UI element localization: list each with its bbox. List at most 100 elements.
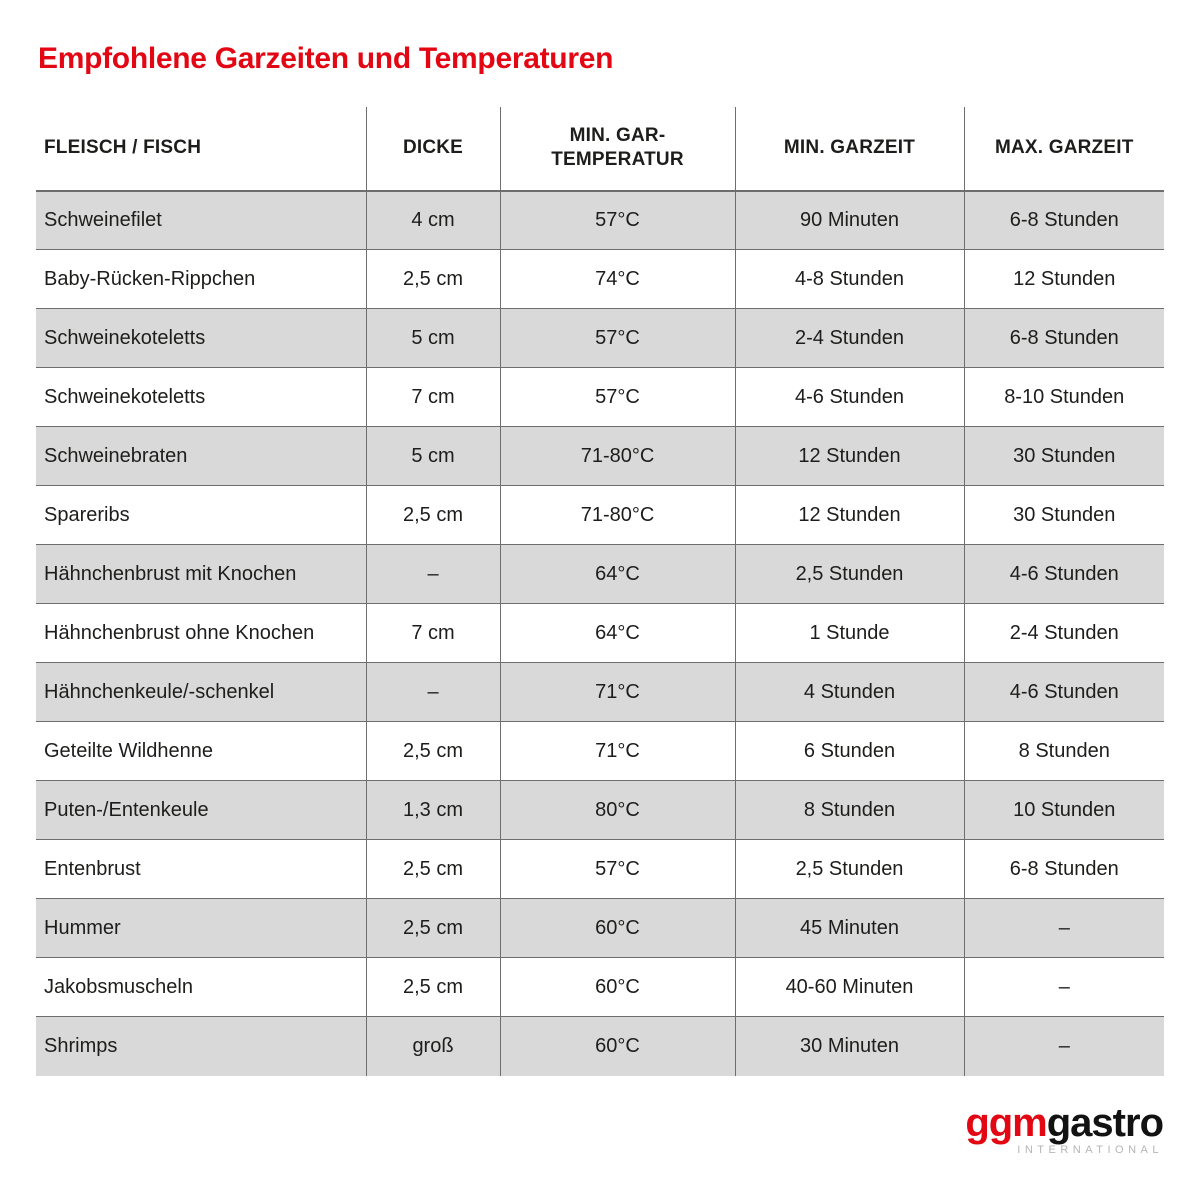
column-header: FLEISCH / FISCH [44,137,202,159]
column-header: MIN. GAR- TEMPERATUR [499,106,735,191]
table-cell: 60°C [499,1016,735,1076]
table-cell: 12 Stunden [734,426,964,486]
table-row: Schweinebraten 5 cm 71-80°C 12 Stunden 30 St… [36,426,1164,486]
table-cell: 64°C [499,603,735,663]
table-cell: 4-6 Stunden [734,367,964,427]
table-row: Jakobsmuscheln 2,5 cm 60°C 40-60 Minuten – [36,957,1164,1017]
table-cell: Hähnchenbrust mit Knochen [44,562,297,585]
table-row: Schweinekoteletts 7 cm 57°C 4-6 Stunden 8-10… [36,367,1164,427]
table-cell: 30 Stunden [963,426,1164,486]
table-cell: 30 Minuten [734,1016,964,1076]
table-cell: 74°C [499,249,735,309]
table-cell: 30 Stunden [963,485,1164,545]
table-cell: 12 Stunden [734,485,964,545]
table-cell: 71°C [499,721,735,781]
table-row: Shrimps groß 60°C 30 Minuten – [36,1016,1164,1076]
table-cell: Hummer [44,916,121,939]
table-cell: 57°C [499,839,735,899]
table-cell: Shrimps [44,1034,118,1057]
table-cell: 12 Stunden [963,249,1164,309]
table-cell: Schweinebraten [44,444,188,467]
table-cell: – [963,898,1164,958]
table-cell: 2-4 Stunden [734,308,964,368]
table-row: Schweinekoteletts 5 cm 57°C 2-4 Stunden 6-8 … [36,308,1164,368]
table-cell: 2,5 cm [365,485,500,545]
column-header: MIN. GARZEIT [734,106,964,191]
table-row: Baby-Rücken-Rippchen 2,5 cm 74°C 4-8 Stunde… [36,249,1164,309]
table-cell: 57°C [499,190,735,250]
table-cell: 6 Stunden [734,721,964,781]
table-cell: 2,5 Stunden [734,839,964,899]
table-row: Entenbrust 2,5 cm 57°C 2,5 Stunden 6-8 Stund… [36,839,1164,899]
cooking-times-table: FLEISCH / FISCH DICKE MIN. GAR- TEMPERATUR… [36,106,1164,1076]
table-cell: 4 Stunden [734,662,964,722]
table-cell: – [963,1016,1164,1076]
table-row: Hummer 2,5 cm 60°C 45 Minuten – [36,898,1164,958]
logo-wordmark: ggmgastro [965,1101,1164,1145]
table-row: Hähnchenbrust mit Knochen –64°C 2,5 Stunde… [36,544,1164,604]
table-cell: 1,3 cm [365,780,500,840]
table-cell: – [963,957,1164,1017]
brand-logo: ggmgastro INTERNATIONAL [965,1101,1164,1156]
table-cell: 2,5 cm [365,839,500,899]
table-row: Hähnchenbrust ohne Knochen 7 cm 64°C 1 Stun… [36,603,1164,663]
table-cell: Jakobsmuscheln [44,975,193,998]
table-cell: Spareribs [44,503,130,526]
table-cell: 90 Minuten [734,190,964,250]
table-row: Hähnchenkeule/-schenkel –71°C 4 Stunden 4-6… [36,662,1164,722]
table-cell: 5 cm [365,426,500,486]
table-row: Geteilte Wildhenne 2,5 cm 71°C 6 Stunden 8 S… [36,721,1164,781]
logo-ggm-text: ggm [965,1101,1047,1145]
table-cell: 2,5 Stunden [734,544,964,604]
table-cell: 1 Stunde [734,603,964,663]
table-cell: 6-8 Stunden [963,839,1164,899]
table-cell: 10 Stunden [963,780,1164,840]
table-cell: 64°C [499,544,735,604]
table-cell: 8-10 Stunden [963,367,1164,427]
table-header: FLEISCH / FISCH DICKE MIN. GAR- TEMPERATUR… [36,106,1164,191]
table-header-row: FLEISCH / FISCH DICKE MIN. GAR- TEMPERATUR… [36,106,1164,191]
table-cell: Entenbrust [44,857,141,880]
table-cell: 7 cm [365,367,500,427]
table-cell: 71-80°C [499,426,735,486]
table-cell: Schweinekoteletts [44,326,206,349]
table-cell: 5 cm [365,308,500,368]
table-row: Puten-/Entenkeule 1,3 cm 80°C 8 Stunden 10 S… [36,780,1164,840]
table-cell: 2,5 cm [365,249,500,309]
table-cell: 8 Stunden [734,780,964,840]
column-header: DICKE [365,106,500,191]
table-cell: 8 Stunden [963,721,1164,781]
table-cell: 7 cm [365,603,500,663]
table-row: Schweinefilet 4 cm 57°C 90 Minuten 6-8 Stund… [36,190,1164,250]
logo-gastro-text: gastro [1046,1101,1164,1145]
table-cell: 45 Minuten [734,898,964,958]
table-body: Schweinefilet 4 cm 57°C 90 Minuten 6-8 Stund… [36,190,1164,1076]
table-cell: 6-8 Stunden [963,308,1164,368]
table-cell: Schweinefilet [44,208,162,231]
table-cell: 2-4 Stunden [963,603,1164,663]
table-cell: 40-60 Minuten [734,957,964,1017]
table-cell: 57°C [499,308,735,368]
table-cell: Puten-/Entenkeule [44,798,209,821]
table-cell: 60°C [499,957,735,1017]
logo-international-text: INTERNATIONAL [1017,1144,1163,1156]
column-header: MAX. GARZEIT [963,106,1164,191]
table-cell: – [365,662,500,722]
table-cell: 4-6 Stunden [963,544,1164,604]
table-cell: 71-80°C [499,485,735,545]
table-cell: 71°C [499,662,735,722]
table-cell: 6-8 Stunden [963,190,1164,250]
table-cell: 57°C [499,367,735,427]
table-cell: Hähnchenbrust ohne Knochen [44,621,315,644]
table-cell: 60°C [499,898,735,958]
table-cell: Baby-Rücken-Rippchen [44,267,256,290]
table-cell: 4 cm [365,190,500,250]
table-cell: groß [365,1016,500,1076]
table-cell: 4-8 Stunden [734,249,964,309]
table-cell: 4-6 Stunden [963,662,1164,722]
table-cell: 2,5 cm [365,957,500,1017]
page-title: Empfohlene Garzeiten und Temperaturen [38,42,614,75]
table-row: Spareribs 2,5 cm 71-80°C 12 Stunden 30 Stund… [36,485,1164,545]
table-cell: Hähnchenkeule/-schenkel [44,680,275,703]
